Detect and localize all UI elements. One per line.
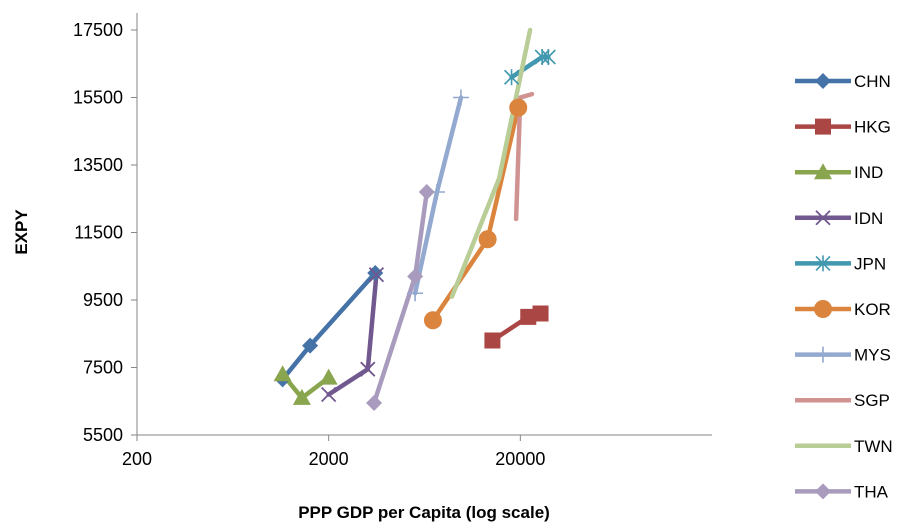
y-tick-label: 17500 xyxy=(73,20,123,40)
y-tick-label: 9500 xyxy=(83,290,123,310)
legend-entry-twn: TWN xyxy=(795,437,893,456)
legend-marker-ind xyxy=(814,163,832,180)
data-point-hkg xyxy=(484,332,501,349)
data-point-jpn xyxy=(503,69,520,86)
data-point-hkg xyxy=(520,308,537,325)
data-point-chn xyxy=(302,337,319,354)
legend-label-chn: CHN xyxy=(854,72,891,91)
legend-marker-jpn xyxy=(815,255,831,272)
series-lines xyxy=(280,27,551,406)
data-point-tha xyxy=(366,394,383,411)
legend-marker-hkg xyxy=(815,118,831,135)
data-point-ind xyxy=(292,388,311,405)
data-point-kor xyxy=(423,311,442,330)
data-point-ind xyxy=(319,368,338,385)
legend-label-sgp: SGP xyxy=(854,391,890,410)
data-point-idn xyxy=(321,386,337,403)
legend-label-idn: IDN xyxy=(854,209,883,228)
legend-entry-mys: MYS xyxy=(795,346,891,365)
legend-marker-tha xyxy=(815,483,831,500)
y-tick-label: 5500 xyxy=(83,425,123,445)
data-point-mys xyxy=(452,89,469,106)
legend-label-twn: TWN xyxy=(854,437,893,456)
data-point-tha xyxy=(407,268,424,285)
legend-entry-hkg: HKG xyxy=(795,118,891,137)
data-point-kor xyxy=(509,98,528,117)
legend-label-hkg: HKG xyxy=(854,118,891,137)
legend-label-kor: KOR xyxy=(854,300,891,319)
series-line-mys xyxy=(412,95,464,296)
legend-entry-kor: KOR xyxy=(795,300,891,319)
legend-label-tha: THA xyxy=(854,482,889,501)
x-tick-label: 2000 xyxy=(309,449,349,469)
legend-entry-sgp: SGP xyxy=(795,391,890,410)
y-tick-label: 13500 xyxy=(73,155,123,175)
data-point-tha xyxy=(418,184,435,200)
legend-marker-chn xyxy=(815,73,831,89)
data-point-kor xyxy=(478,230,497,249)
legend-entry-jpn: JPN xyxy=(795,254,886,273)
y-axis-title: EXPY xyxy=(12,209,31,255)
data-point-idn xyxy=(368,267,385,283)
data-point-idn xyxy=(360,361,376,377)
series-line-tha xyxy=(371,189,430,406)
legend-marker-idn xyxy=(815,210,831,226)
series-line-sgp xyxy=(513,91,535,222)
x-tick-label: 20000 xyxy=(495,449,545,469)
legend-label-jpn: JPN xyxy=(854,254,886,273)
legend-entry-tha: THA xyxy=(795,482,889,501)
legend-label-ind: IND xyxy=(854,163,883,182)
data-point-ind xyxy=(273,365,292,382)
legend: CHN HKG IND IDN JPN KOR MYS SGP TWN THA xyxy=(795,72,893,501)
legend-entry-chn: CHN xyxy=(795,72,891,91)
legend-marker-mys xyxy=(815,346,831,363)
legend-marker-kor xyxy=(814,300,832,318)
y-tick-label: 15500 xyxy=(73,88,123,108)
legend-entry-idn: IDN xyxy=(795,209,883,228)
y-tick-label: 7500 xyxy=(83,358,123,378)
axes: 5500 7500 9500 11500 13500 15500 17500 200 2000 2… xyxy=(73,13,712,469)
y-tick-label: 11500 xyxy=(74,223,123,243)
data-point-hkg xyxy=(532,305,549,322)
legend-entry-ind: IND xyxy=(795,163,883,182)
data-point-jpn xyxy=(540,49,556,65)
data-point-mys xyxy=(407,285,424,302)
legend-label-mys: MYS xyxy=(854,346,891,365)
x-axis-title: PPP GDP per Capita (log scale) xyxy=(298,503,550,522)
x-tick-label: 200 xyxy=(122,449,152,469)
series-markers xyxy=(273,49,556,411)
series-line-idn xyxy=(326,272,379,397)
series-line-twn xyxy=(449,27,533,299)
